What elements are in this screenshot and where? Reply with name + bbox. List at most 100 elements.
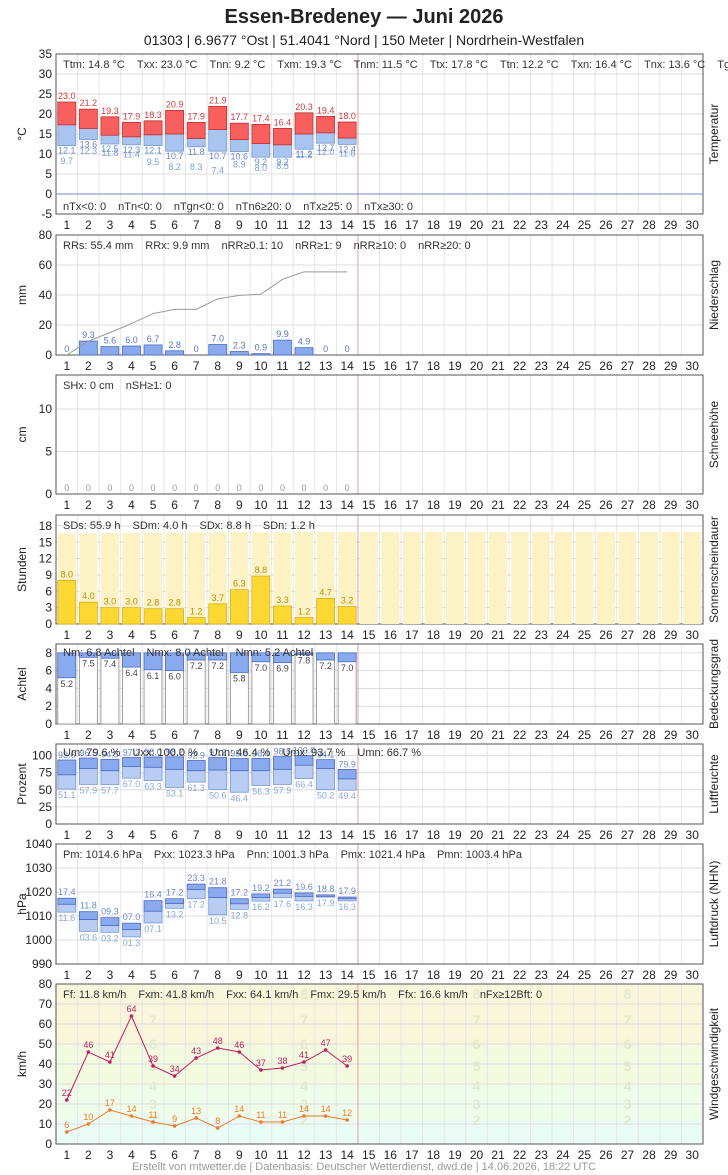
temp-ground-label: 8.0: [255, 163, 268, 173]
pressure-max-label: 18.8: [317, 884, 335, 894]
y-tick-label: 0: [45, 817, 52, 831]
precip-label: 9.9: [276, 329, 289, 339]
pressure-min-label: 03.2: [101, 933, 119, 943]
x-tick-label: 11: [276, 628, 289, 642]
snow-label: 0: [64, 483, 69, 493]
x-tick-label: 20: [470, 728, 484, 742]
pressure-max-label: 11.8: [80, 901, 97, 911]
pressure-high-bar: [122, 922, 141, 930]
x-tick-label: 20: [470, 968, 484, 982]
y-tick-label: 100: [32, 749, 52, 763]
snow-label: 0: [215, 483, 220, 493]
x-tick-label: 21: [491, 728, 505, 742]
pressure-max-label: 17.4: [58, 887, 76, 897]
temp-ground-label: 12.3: [80, 146, 98, 156]
beaufort-label: 6: [624, 1036, 632, 1052]
x-tick-label: 28: [642, 218, 656, 232]
sun-possible-bar: [445, 531, 464, 624]
stat-label: nTx≥30: 0: [364, 201, 413, 213]
x-tick-label: 3: [107, 968, 114, 982]
stat-label: nRR≥10: 0: [354, 240, 407, 252]
temp-max-bar: [229, 122, 249, 140]
x-tick-label: 9: [236, 498, 243, 512]
cloud-cover-bar: [186, 652, 206, 661]
station-info: 01303 | 6.9677 °Ost | 51.4041 °Nord | 15…: [143, 32, 585, 48]
pressure-low-bar: [251, 897, 271, 902]
temp-ground-label: 8.9: [233, 159, 246, 169]
x-tick-label: 6: [171, 968, 178, 982]
y-tick-label: 25: [39, 87, 53, 101]
x-tick-label: 2: [85, 1148, 92, 1162]
x-tick-label: 5: [150, 728, 157, 742]
x-tick-label: 12: [297, 359, 311, 373]
y-tick-label: 35: [39, 47, 53, 61]
panel-title: Bedeckungsgrad: [707, 639, 721, 729]
wind-gust-point: [129, 1014, 134, 1018]
x-tick-label: 21: [491, 628, 505, 642]
pressure-max-label: 07.0: [123, 912, 141, 922]
stat-label: SDs: 55.9 h: [63, 520, 120, 532]
panel-title: Temperatur: [707, 104, 721, 165]
sun-possible-bar: [273, 532, 292, 624]
x-tick-label: 30: [686, 628, 700, 642]
beaufort-label: 4: [473, 1078, 481, 1094]
x-tick-label: 17: [405, 728, 419, 742]
pressure-low-bar: [273, 892, 292, 899]
wind-mean-point: [86, 1122, 91, 1126]
stat-label: nTx<0: 0: [63, 201, 106, 213]
panel-frame: [55, 53, 704, 215]
wind-mean-label: 9: [172, 1114, 177, 1124]
y-tick-label: 6: [45, 664, 52, 678]
y-tick-label: 1010: [25, 909, 52, 923]
x-tick-label: 1: [63, 728, 70, 742]
x-tick-label: 22: [513, 628, 527, 642]
x-tick-label: 15: [362, 728, 376, 742]
pressure-high-bar: [143, 900, 163, 912]
x-tick-label: 12: [297, 1148, 311, 1162]
x-tick-label: 17: [405, 359, 419, 373]
x-tick-label: 4: [128, 359, 135, 373]
temp-ground-label: 8.2: [168, 162, 181, 172]
x-tick-label: 16: [384, 628, 398, 642]
x-tick-label: 28: [642, 828, 656, 842]
x-tick-label: 1: [63, 968, 70, 982]
y-tick-label: 30: [39, 67, 53, 81]
stat-label: Nmn: 5.2 Achtel: [236, 647, 314, 659]
temp-max-bar: [78, 108, 98, 129]
x-tick-label: 28: [642, 968, 656, 982]
x-tick-label: 6: [171, 359, 178, 373]
sun-bar: [100, 607, 120, 625]
x-tick-label: 20: [470, 1148, 484, 1162]
wind-mean-point: [237, 1114, 242, 1118]
stat-label: Umn: 66.7 %: [357, 747, 421, 759]
x-tick-label: 7: [193, 218, 200, 232]
x-tick-label: 15: [362, 218, 376, 232]
x-tick-label: 16: [384, 218, 398, 232]
beaufort-label: 7: [149, 1012, 157, 1028]
sun-possible-bar: [553, 531, 572, 624]
x-tick-label: 29: [664, 1148, 678, 1162]
sun-label: 3.7: [211, 593, 224, 603]
y-axis-label: °C: [15, 127, 29, 141]
temp-max-bar: [208, 106, 228, 131]
x-tick-label: 21: [491, 1148, 505, 1162]
temp-min-label: 12.1: [58, 146, 76, 156]
temp-min-label: 13.6: [80, 140, 98, 150]
cloud-cover-bar: [143, 652, 163, 671]
x-tick-label: 8: [214, 628, 221, 642]
temp-min-bar: [186, 137, 206, 148]
x-tick-label: 9: [236, 218, 243, 232]
pressure-high-bar: [100, 917, 120, 926]
x-tick-label: 13: [319, 498, 333, 512]
x-tick-label: 8: [214, 359, 221, 373]
temp-ground-label: 11.4: [123, 149, 140, 159]
humidity-max-label: 97.2: [123, 748, 141, 758]
humidity-min-label: 63.3: [144, 782, 162, 792]
humidity-min-label: 66.4: [295, 780, 313, 790]
x-tick-label: 27: [621, 218, 635, 232]
y-tick-label: 5: [45, 445, 52, 459]
temp-min-bar: [208, 129, 228, 152]
humidity-high-bar: [78, 757, 98, 770]
temp-ground-label: 11.6: [339, 149, 356, 159]
wind-gust-point: [237, 1050, 242, 1054]
